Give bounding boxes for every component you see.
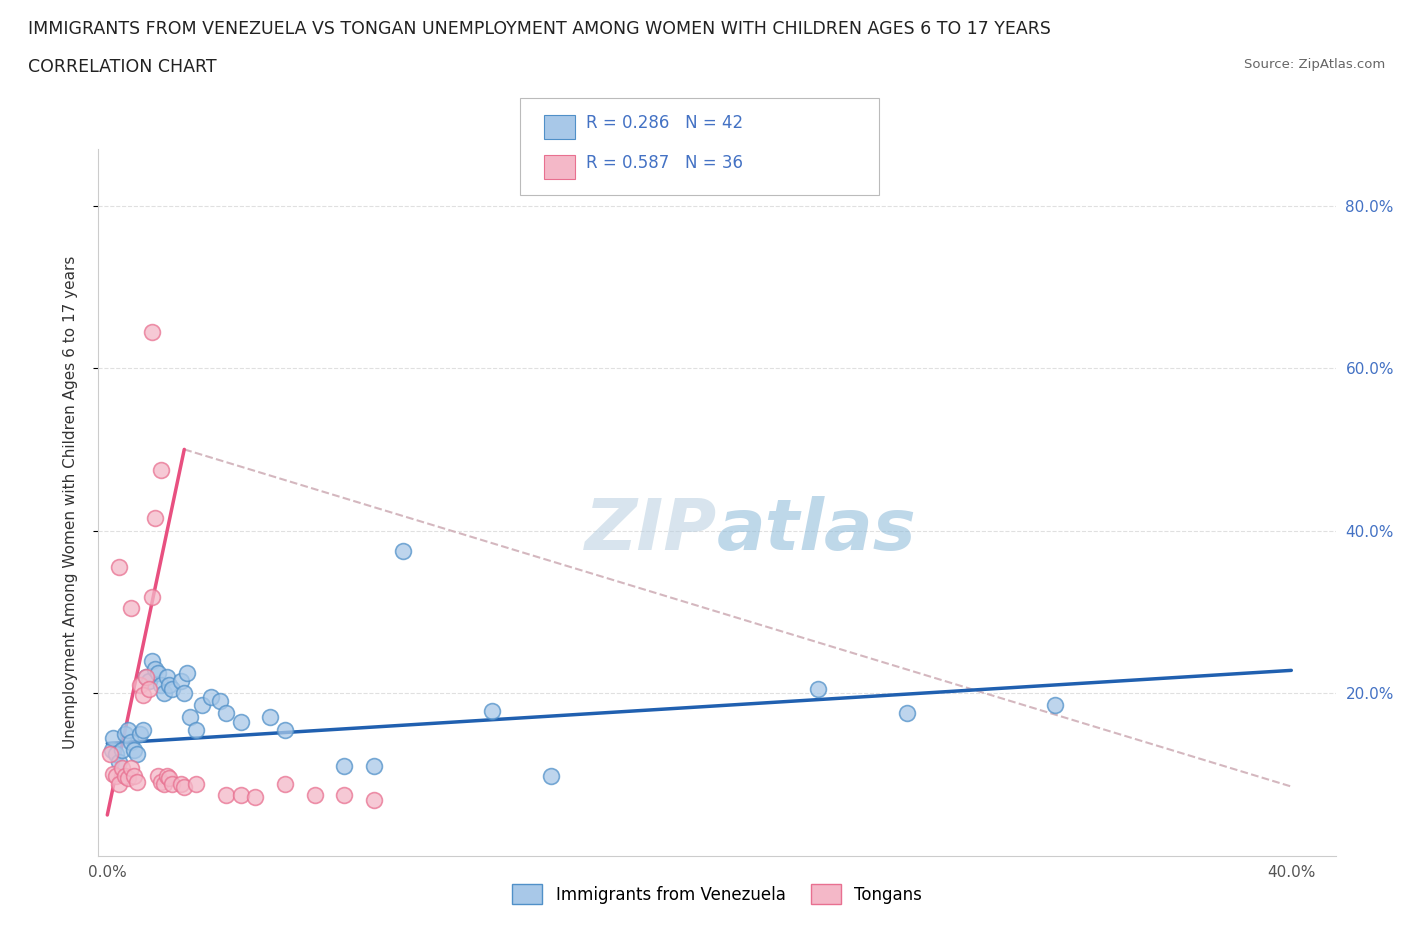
Point — [807, 682, 830, 697]
Point — [215, 787, 238, 802]
Point — [229, 787, 252, 802]
Point — [363, 759, 385, 774]
Text: CORRELATION CHART: CORRELATION CHART — [28, 58, 217, 75]
Point — [100, 742, 122, 757]
Point — [173, 779, 195, 794]
Point — [162, 682, 184, 697]
Point — [128, 726, 150, 741]
Point — [111, 761, 134, 776]
Point — [120, 735, 142, 750]
Point — [103, 730, 125, 745]
Text: Source: ZipAtlas.com: Source: ZipAtlas.com — [1244, 58, 1385, 71]
Point — [304, 787, 326, 802]
Point — [146, 768, 169, 783]
Point — [170, 777, 193, 791]
Point — [481, 704, 503, 719]
Point — [141, 590, 163, 604]
Point — [540, 768, 562, 783]
Point — [155, 670, 177, 684]
Point — [138, 682, 160, 697]
Point — [173, 685, 195, 700]
Point — [132, 687, 155, 702]
Point — [259, 710, 281, 724]
Point — [135, 670, 157, 684]
Point — [392, 543, 415, 558]
Point — [138, 673, 160, 688]
Point — [108, 777, 131, 791]
Point — [200, 690, 222, 705]
Point — [215, 706, 238, 721]
Point — [125, 747, 148, 762]
Point — [125, 775, 148, 790]
Point — [143, 661, 166, 676]
Point — [120, 601, 142, 616]
Point — [108, 560, 131, 575]
Point — [159, 678, 181, 693]
Point — [159, 771, 181, 786]
Point — [128, 678, 150, 693]
Point — [274, 723, 297, 737]
Point — [146, 665, 169, 680]
Point — [114, 726, 136, 741]
Text: ZIP: ZIP — [585, 496, 717, 565]
Point — [122, 742, 145, 757]
Point — [103, 767, 125, 782]
Point — [141, 653, 163, 668]
Point — [105, 747, 128, 762]
Point — [229, 714, 252, 729]
Text: atlas: atlas — [717, 496, 917, 565]
Point — [191, 698, 214, 712]
Point — [152, 777, 174, 791]
Point — [105, 768, 128, 783]
Point — [143, 511, 166, 525]
Point — [149, 775, 172, 790]
Y-axis label: Unemployment Among Women with Children Ages 6 to 17 years: Unemployment Among Women with Children A… — [63, 256, 77, 749]
Point — [122, 768, 145, 783]
Point — [162, 777, 184, 791]
Point — [114, 768, 136, 783]
Point — [108, 755, 131, 770]
Point — [274, 777, 297, 791]
Text: IMMIGRANTS FROM VENEZUELA VS TONGAN UNEMPLOYMENT AMONG WOMEN WITH CHILDREN AGES : IMMIGRANTS FROM VENEZUELA VS TONGAN UNEM… — [28, 20, 1052, 38]
Point — [245, 790, 267, 804]
Point — [170, 673, 193, 688]
Point — [149, 678, 172, 693]
Point — [141, 325, 163, 339]
Point — [111, 742, 134, 757]
Point — [117, 723, 139, 737]
Point — [363, 793, 385, 808]
Point — [149, 462, 172, 477]
Point — [896, 706, 918, 721]
Legend: Immigrants from Venezuela, Tongans: Immigrants from Venezuela, Tongans — [506, 877, 928, 910]
Point — [333, 759, 356, 774]
Text: R = 0.286   N = 42: R = 0.286 N = 42 — [586, 114, 744, 132]
Point — [179, 710, 201, 724]
Point — [98, 747, 121, 762]
Point — [132, 723, 155, 737]
Point — [135, 670, 157, 684]
Point — [184, 777, 207, 791]
Point — [117, 771, 139, 786]
Point — [176, 665, 198, 680]
Point — [184, 723, 207, 737]
Point — [333, 787, 356, 802]
Text: R = 0.587   N = 36: R = 0.587 N = 36 — [586, 154, 744, 172]
Point — [120, 761, 142, 776]
Point — [1043, 698, 1066, 712]
Point — [208, 694, 231, 709]
Point — [152, 685, 174, 700]
Point — [155, 768, 177, 783]
